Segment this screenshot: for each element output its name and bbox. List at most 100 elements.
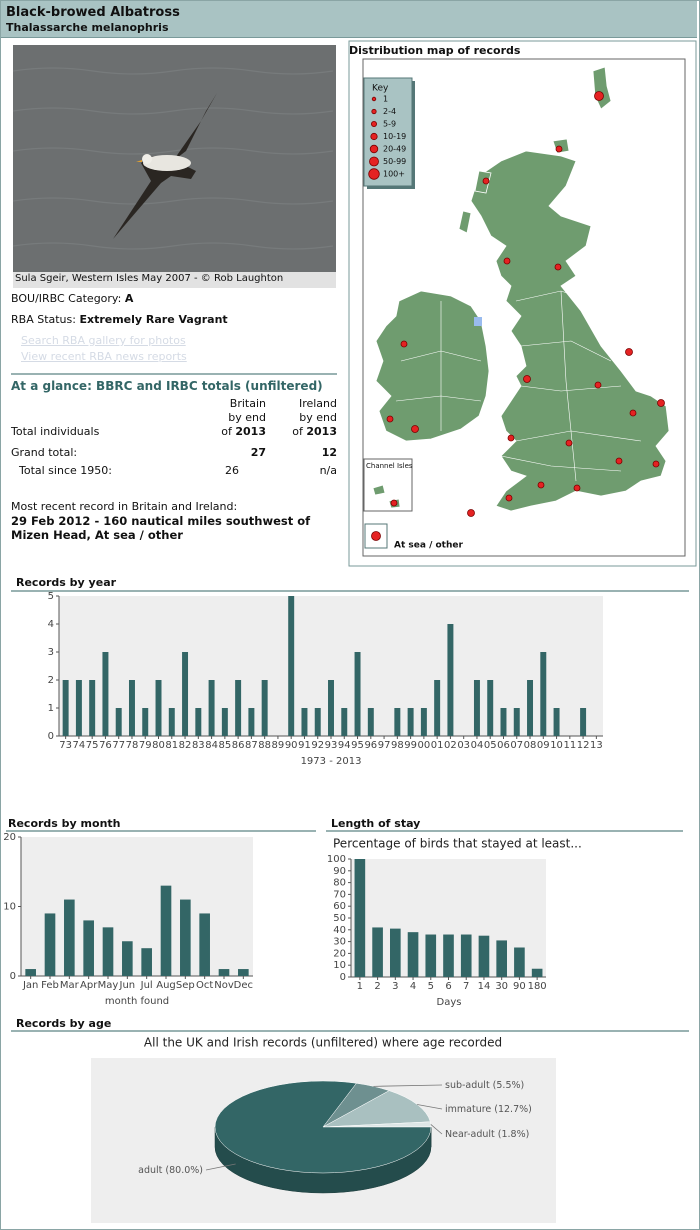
bar bbox=[580, 708, 587, 736]
bar bbox=[328, 680, 334, 736]
x-tick-label: 06 bbox=[497, 740, 510, 751]
plot-area bbox=[21, 837, 253, 976]
x-tick-label: 91 bbox=[298, 740, 311, 751]
bar bbox=[168, 708, 175, 736]
x-tick-label: 86 bbox=[232, 740, 245, 751]
leader-line bbox=[205, 1163, 236, 1171]
key-label: 100+ bbox=[383, 170, 405, 179]
x-tick-label: 98 bbox=[391, 740, 404, 751]
x-tick-label: Mar bbox=[60, 980, 80, 991]
x-tick-label: Dec bbox=[234, 980, 253, 991]
ireland bbox=[375, 290, 490, 442]
map-records bbox=[386, 91, 665, 517]
map-lines bbox=[395, 290, 642, 482]
bar bbox=[367, 708, 374, 736]
bar bbox=[261, 680, 268, 736]
x-tick-label: 90 bbox=[285, 740, 298, 751]
slice-label: adult (80.0%) bbox=[138, 1165, 203, 1176]
great-britain bbox=[470, 150, 670, 512]
bar bbox=[199, 913, 210, 976]
key-label: 20-49 bbox=[383, 145, 406, 154]
bar bbox=[443, 934, 454, 977]
bar bbox=[195, 708, 202, 736]
caption-band bbox=[13, 272, 336, 288]
bar bbox=[390, 928, 401, 977]
x-tick-label: 75 bbox=[86, 740, 99, 751]
key-swatch bbox=[368, 168, 380, 180]
bar bbox=[496, 940, 507, 977]
row-label: Grand total: bbox=[11, 446, 78, 459]
recent-record: 29 Feb 2012 - 160 nautical miles southwe… bbox=[11, 514, 311, 542]
value: A bbox=[124, 292, 134, 305]
page-title: Black-browed Albatross bbox=[6, 5, 180, 20]
bar bbox=[478, 935, 490, 977]
bird-head bbox=[142, 154, 152, 164]
bird-bill bbox=[136, 160, 142, 162]
x-tick-label: 1 bbox=[357, 981, 363, 992]
x-tick-label: 78 bbox=[126, 740, 139, 751]
bar bbox=[314, 708, 321, 736]
slice-label: immature (12.7%) bbox=[445, 1104, 532, 1115]
slice-name: sub-adult bbox=[445, 1080, 490, 1091]
link[interactable]: View recent RBA news reports bbox=[21, 350, 187, 363]
bar bbox=[434, 680, 441, 736]
bar bbox=[160, 885, 172, 976]
lough bbox=[474, 317, 482, 326]
islands bbox=[458, 210, 472, 234]
x-tick-label: 07 bbox=[510, 740, 523, 751]
x-axis-label: Days bbox=[437, 997, 462, 1008]
x-tick-label: 81 bbox=[165, 740, 178, 751]
x-tick-label: 84 bbox=[205, 740, 218, 751]
x-tick-label: 88 bbox=[258, 740, 271, 751]
slice-name: immature bbox=[445, 1104, 491, 1115]
bar bbox=[141, 948, 152, 976]
x-tick-label: 82 bbox=[179, 740, 192, 751]
slice-value: (12.7%) bbox=[494, 1104, 532, 1115]
photo-waves bbox=[12, 67, 334, 250]
key-label: 50-99 bbox=[383, 157, 406, 166]
key-swatch bbox=[370, 132, 378, 141]
leader-line bbox=[373, 1084, 443, 1087]
x-tick-label: 4 bbox=[410, 981, 416, 992]
header-bar bbox=[1, 1, 697, 38]
y-tick-label: 4 bbox=[48, 619, 54, 630]
bar bbox=[83, 920, 94, 976]
x-tick-label: 30 bbox=[495, 981, 508, 992]
leader-line bbox=[430, 1124, 443, 1135]
key-label: 5-9 bbox=[383, 120, 396, 129]
x-tick-label: 89 bbox=[272, 740, 285, 751]
bar bbox=[218, 969, 230, 976]
x-tick-label: Jul bbox=[140, 980, 153, 991]
y-tick-label: 5 bbox=[48, 591, 54, 602]
x-tick-label: 00 bbox=[418, 740, 431, 751]
key-label: 1 bbox=[383, 95, 388, 104]
line: by end bbox=[299, 411, 337, 424]
slice-value: (5.5%) bbox=[493, 1080, 525, 1091]
bar bbox=[460, 934, 472, 977]
bar bbox=[75, 680, 82, 736]
bar bbox=[513, 708, 520, 736]
x-tick-label: 08 bbox=[524, 740, 537, 751]
bar bbox=[142, 708, 149, 736]
pie-slice bbox=[214, 1080, 432, 1174]
link[interactable]: Search RBA gallery for photos bbox=[21, 334, 186, 347]
x-tick-label: 13 bbox=[590, 740, 603, 751]
bar bbox=[354, 652, 361, 736]
bar bbox=[341, 708, 348, 736]
bar bbox=[128, 680, 135, 736]
section-title: Records by month bbox=[8, 817, 121, 830]
x-tick-label: 01 bbox=[431, 740, 444, 751]
map-key bbox=[363, 77, 413, 187]
y-tick-label: 80 bbox=[333, 878, 346, 889]
cell: 27 bbox=[250, 446, 266, 459]
bar bbox=[44, 913, 56, 976]
section-title: Length of stay bbox=[331, 817, 420, 830]
bar bbox=[531, 968, 543, 977]
bar bbox=[500, 708, 507, 736]
y-tick-label: 0 bbox=[48, 731, 54, 742]
y-tick-label: 50 bbox=[333, 913, 346, 924]
line: Ireland bbox=[298, 397, 337, 410]
cell: 26 bbox=[225, 464, 239, 477]
at-sea-record bbox=[371, 531, 381, 541]
bar bbox=[301, 708, 308, 736]
